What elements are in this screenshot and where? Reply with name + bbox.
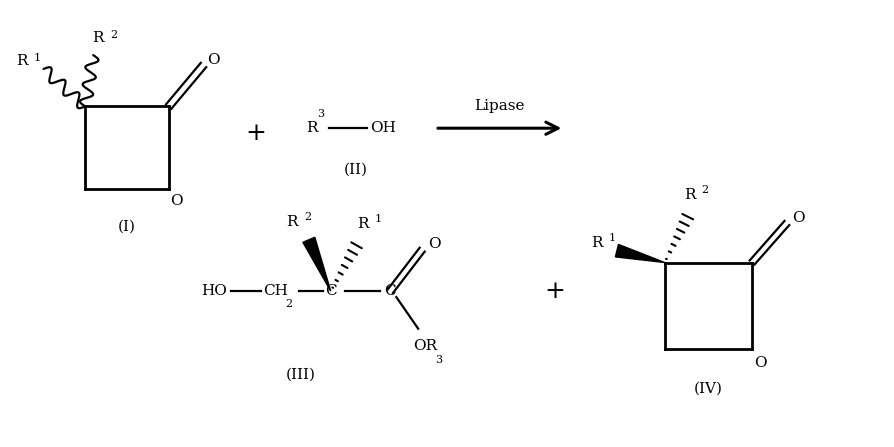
Text: R: R (683, 188, 695, 202)
Text: 2: 2 (304, 212, 311, 222)
Text: O: O (753, 356, 765, 370)
Text: 2: 2 (110, 30, 117, 40)
Text: R: R (306, 121, 317, 135)
Text: 2: 2 (284, 299, 291, 309)
Text: O: O (427, 237, 440, 251)
Text: R: R (286, 215, 298, 229)
Text: Lipase: Lipase (474, 100, 525, 114)
Text: +: + (246, 122, 266, 145)
Text: R: R (357, 217, 367, 231)
Text: 1: 1 (374, 214, 381, 224)
Text: HO: HO (201, 284, 227, 298)
Polygon shape (302, 237, 331, 291)
Text: CH: CH (263, 284, 288, 298)
Text: (I): (I) (118, 220, 136, 234)
Text: (III): (III) (285, 368, 316, 382)
Text: R: R (591, 236, 603, 250)
Text: C: C (325, 284, 336, 298)
Text: 3: 3 (317, 110, 325, 119)
Text: O: O (791, 211, 805, 225)
Text: OR: OR (413, 339, 437, 354)
Text: +: + (544, 280, 564, 303)
Text: O: O (170, 194, 182, 208)
Text: 1: 1 (34, 53, 40, 63)
Polygon shape (615, 245, 664, 262)
Text: 3: 3 (434, 355, 442, 365)
Text: R: R (92, 31, 104, 45)
Text: (IV): (IV) (693, 382, 722, 396)
Text: O: O (207, 53, 220, 67)
Text: 1: 1 (608, 233, 615, 243)
Text: OH: OH (370, 121, 396, 135)
Text: (II): (II) (343, 163, 367, 177)
Text: 2: 2 (701, 186, 708, 195)
Text: R: R (16, 54, 28, 68)
Text: C: C (384, 284, 396, 298)
